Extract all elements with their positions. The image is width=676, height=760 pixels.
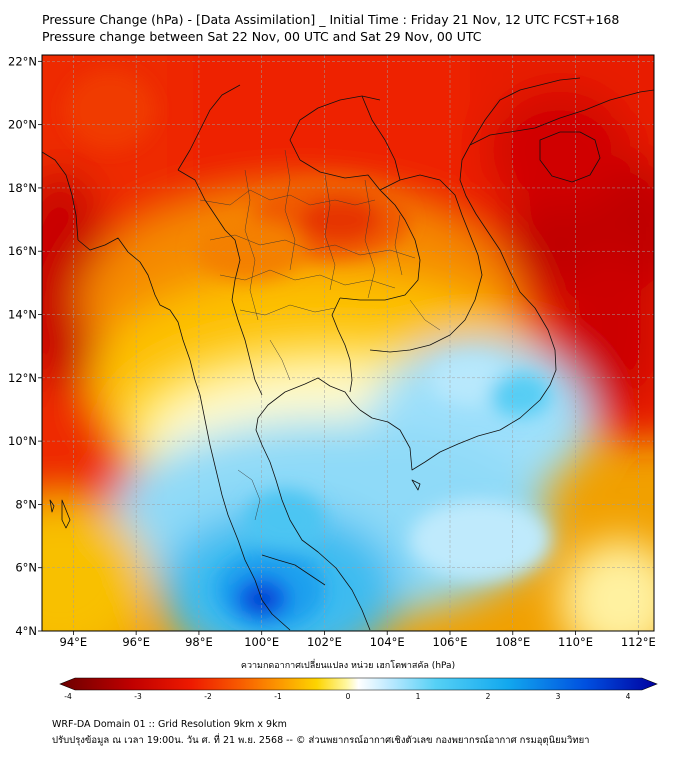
- lat-label: 18°N: [8, 181, 37, 195]
- colorbar-tick: -4: [64, 692, 72, 701]
- lon-label: 110°E: [558, 635, 593, 649]
- lat-label: 6°N: [15, 561, 37, 575]
- lon-label: 96°E: [122, 635, 150, 649]
- lon-label: 100°E: [244, 635, 279, 649]
- chart-title: Pressure Change (hPa) - [Data Assimilati…: [42, 12, 620, 27]
- colorbar-tick: 1: [416, 692, 421, 701]
- lon-label: 104°E: [370, 635, 405, 649]
- province-lines: [199, 149, 441, 521]
- coastlines-and-borders: [42, 77, 654, 631]
- chart-subtitle: Pressure change between Sat 22 Nov, 00 U…: [42, 29, 482, 44]
- map-frame: [41, 54, 655, 632]
- colorbar-tick: -1: [274, 692, 282, 701]
- lat-label: 16°N: [8, 244, 37, 258]
- lat-label: 12°N: [8, 371, 37, 385]
- pressure-field: [42, 55, 654, 631]
- colorbar-tick: -3: [134, 692, 142, 701]
- lon-label: 108°E: [495, 635, 530, 649]
- lat-label: 22°N: [8, 54, 37, 68]
- colorbar-tick: 4: [626, 692, 631, 701]
- map-gridlines: [42, 55, 654, 631]
- lat-label: 4°N: [15, 624, 37, 638]
- colorbar-label: ความกดอากาศเปลี่ยนแปลง หน่วย เฮกโตพาสคัล…: [241, 658, 455, 671]
- lat-label: 8°N: [15, 497, 37, 511]
- colorbar-tick: 3: [556, 692, 561, 701]
- lon-label: 106°E: [433, 635, 468, 649]
- footer-credit: ปรับปรุงข้อมูล ณ เวลา 19:00น. วัน ศ. ที่…: [52, 735, 590, 746]
- lon-label: 112°E: [621, 635, 656, 649]
- colorbar-tick: -2: [204, 692, 212, 701]
- lat-label: 10°N: [8, 434, 37, 448]
- lat-label: 20°N: [8, 118, 37, 132]
- lon-label: 98°E: [185, 635, 213, 649]
- colorbar-tick: 2: [486, 692, 491, 701]
- footer-model-info: WRF-DA Domain 01 :: Grid Resolution 9km …: [52, 719, 287, 730]
- lon-label: 102°E: [307, 635, 342, 649]
- colorbar: [59, 677, 658, 691]
- lat-label: 14°N: [8, 308, 37, 322]
- lon-label: 94°E: [60, 635, 88, 649]
- colorbar-tick: 0: [346, 692, 351, 701]
